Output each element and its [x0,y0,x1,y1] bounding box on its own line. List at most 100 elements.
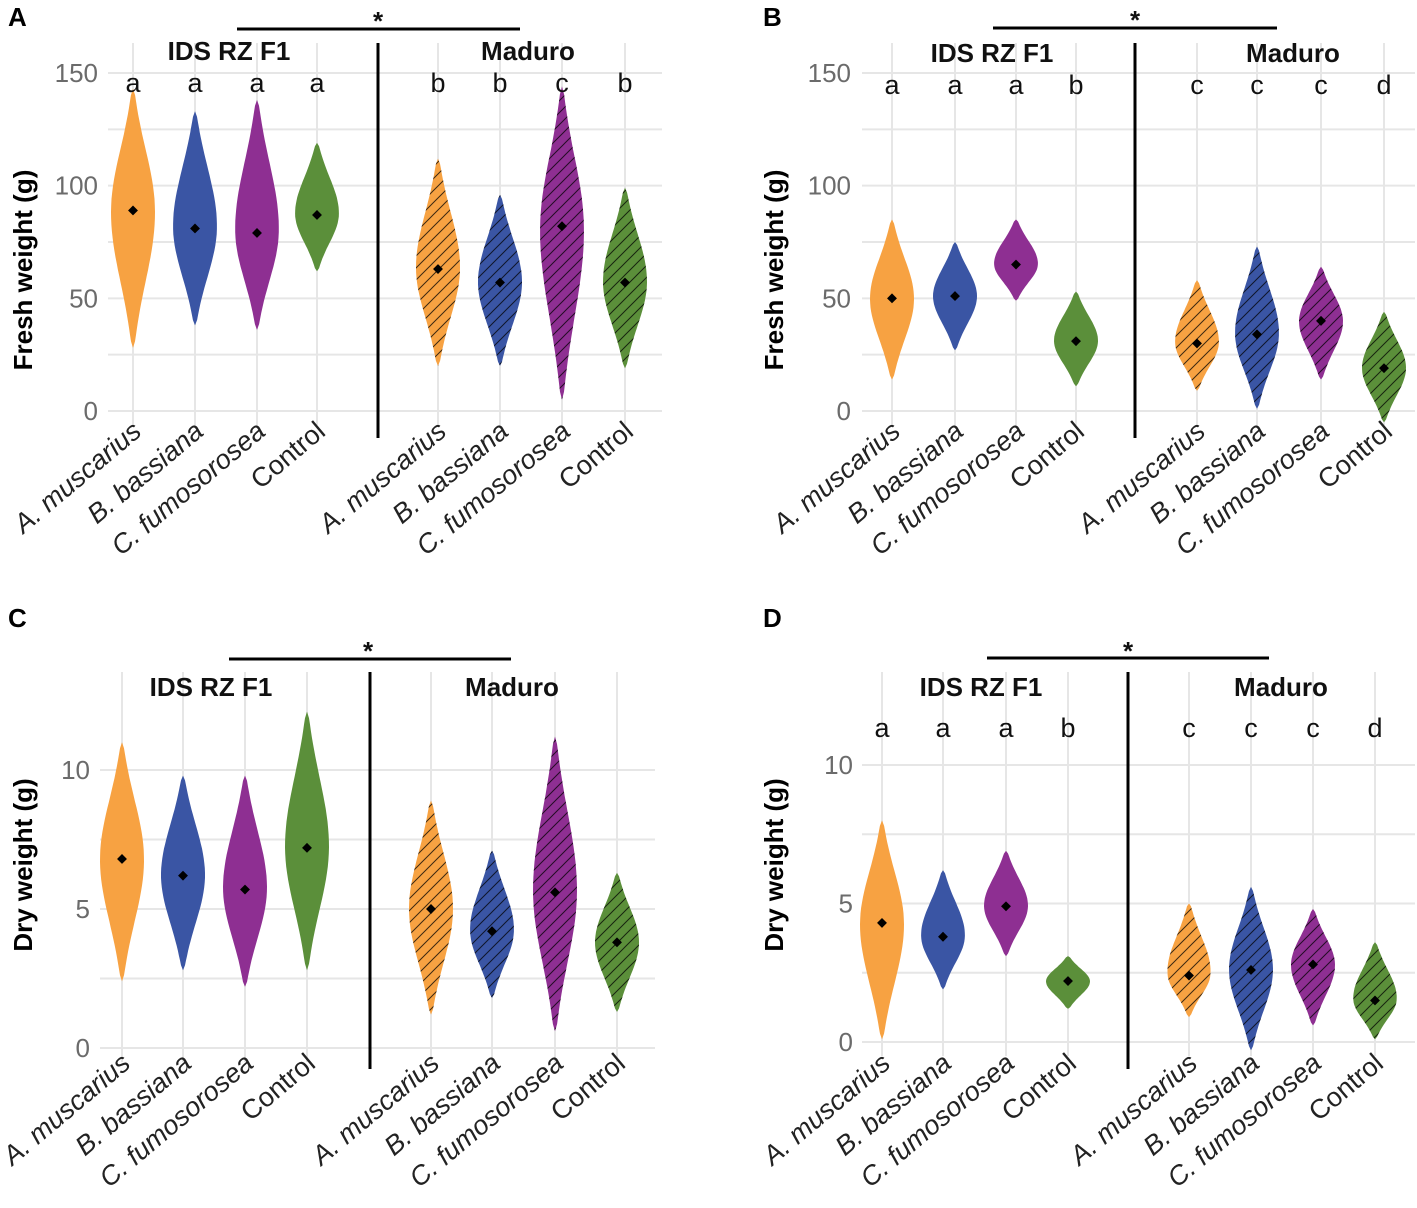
significance-star: * [363,636,374,666]
mean-point [495,277,505,288]
panel-letter: C [8,603,27,633]
violin-hatch [540,86,584,400]
mean-point [487,926,497,937]
violin-2 [921,870,965,990]
significance-letter: d [1367,713,1382,743]
mean-point [1011,259,1021,270]
mean-point [1184,970,1194,981]
mean-point [190,223,200,234]
violin-1 [860,820,904,1040]
violin-3 [223,775,267,987]
violin-hatch [1167,903,1211,1018]
significance-star: * [1123,636,1134,666]
violin-1 [111,88,155,348]
mean-point [1063,976,1073,987]
significance-star: * [373,6,384,36]
y-tick-label: 0 [839,1027,853,1057]
mean-point [178,870,188,881]
group-label: Maduro [1234,672,1328,702]
y-tick-label: 5 [839,889,853,919]
group-label: IDS RZ F1 [920,672,1043,702]
group-label: Maduro [465,672,559,702]
y-tick-label: 0 [837,396,851,426]
y-tick-label: 100 [55,171,98,201]
mean-point [302,842,312,853]
significance-letter: c [1314,70,1328,100]
significance-letter: c [1250,70,1264,100]
significance-letter: d [1376,70,1391,100]
violin-hatch [1353,942,1397,1040]
mean-point [1001,901,1011,912]
group-label: IDS RZ F1 [931,38,1054,68]
y-tick-label: 50 [822,283,851,313]
group-label: Maduro [481,36,575,66]
panel-letter: B [763,2,782,32]
significance-star: * [1130,5,1141,35]
significance-letter: a [187,68,203,98]
group-label: Maduro [1246,38,1340,68]
mean-point [1071,336,1081,347]
group-label: IDS RZ F1 [150,672,273,702]
mean-point [433,264,443,274]
mean-point [557,221,567,232]
significance-letter: c [555,68,569,98]
significance-letter: b [492,68,507,98]
panel-B: B Fresh weight (g) 0 50 100 150 * IDS RZ F1 Madu… [759,2,1415,561]
mean-point [1246,965,1256,975]
violin-hatch [1175,280,1219,391]
significance-letter: a [884,70,900,100]
violin-hatch [470,850,514,998]
violin-3 [235,100,279,330]
significance-letter: b [1068,70,1083,100]
y-tick-label: 150 [55,58,98,88]
y-tick-label: 150 [808,58,851,88]
significance-letter: c [1306,713,1320,743]
significance-letter: a [947,70,963,100]
violin-4 [285,711,329,971]
significance-letter: a [935,713,951,743]
violin-4 [295,142,339,272]
y-tick-label: 0 [76,1033,90,1063]
significance-letter: b [430,68,445,98]
significance-letter: b [1060,713,1075,743]
mean-point [950,291,960,302]
mean-point [426,904,436,914]
mean-point [312,210,322,220]
significance-letter: a [1008,70,1024,100]
y-axis-label: Fresh weight (g) [759,170,789,371]
violin-hatch [1235,246,1279,409]
mean-point [877,917,887,928]
significance-letter: a [125,68,141,98]
significance-letter: a [874,713,890,743]
mean-point [612,937,622,948]
violin-2 [173,111,217,326]
significance-letter: a [998,713,1014,743]
panel-letter: D [763,603,782,633]
mean-point [252,228,262,238]
mean-point [620,277,630,288]
mean-point [1308,959,1318,970]
y-tick-label: 5 [76,894,90,924]
violin-hatch [533,736,577,1032]
y-tick-label: 10 [61,755,90,785]
y-axis-label: Fresh weight (g) [8,170,38,371]
mean-point [1316,315,1326,326]
mean-point [240,884,250,895]
significance-letter: a [249,68,265,98]
mean-point [1252,329,1262,340]
y-tick-label: 0 [84,396,98,426]
mean-point [128,205,138,216]
mean-point [1379,363,1389,374]
y-tick-label: 10 [824,750,853,780]
mean-point [887,293,897,304]
panel-letter: A [8,2,27,32]
y-axis-label: Dry weight (g) [759,778,789,951]
violin-hatch [416,158,460,366]
panel-A: A Fresh weight (g) 0 50 100 150 * IDS RZ F1 Madu… [7,2,662,561]
significance-letter: c [1182,713,1196,743]
significance-letter: b [617,68,632,98]
significance-letter: c [1190,70,1204,100]
